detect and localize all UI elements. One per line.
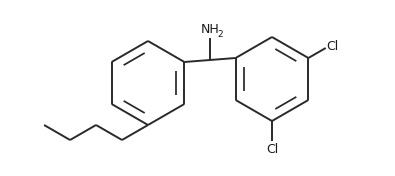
Text: 2: 2 <box>218 30 223 39</box>
Text: Cl: Cl <box>327 40 339 54</box>
Text: NH: NH <box>201 23 219 36</box>
Text: Cl: Cl <box>266 143 278 156</box>
